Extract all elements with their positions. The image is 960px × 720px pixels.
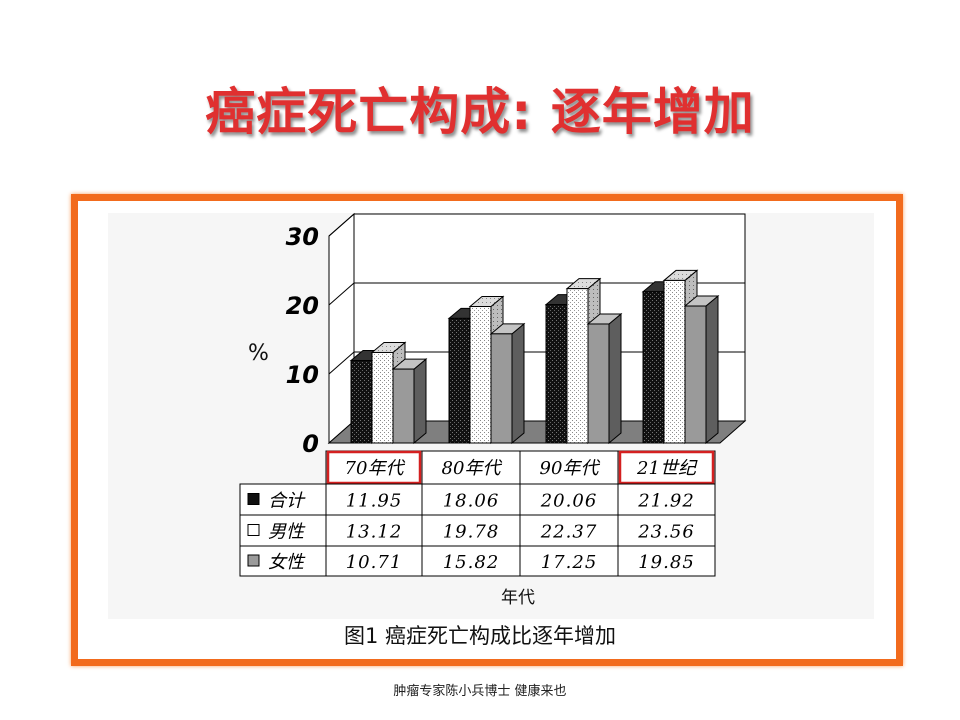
bar-女性 [392,368,415,444]
bar-合计 [642,291,665,444]
y-tick-label: 0 [302,430,319,458]
table-cell [519,545,619,577]
bar-男性 [371,351,394,444]
slide-footer: 肿瘤专家陈小兵博士 健康来也 [393,684,567,699]
data-label: 15.82 [443,552,500,573]
data-label: 19.85 [638,552,695,573]
category-cell [617,450,716,485]
gridline [328,282,745,306]
category-label: 80年代 [442,458,503,479]
bar-合计 [350,360,373,444]
y-tick-label: 20 [286,292,319,320]
bar-合计 [545,304,568,444]
data-label: 22.37 [540,522,598,543]
data-label: 18.06 [443,491,500,512]
bar-男性 [566,288,589,444]
category-label: 21世纪 [636,458,698,479]
table-cell [617,545,716,577]
bar-男性 [663,279,686,444]
y-tick-label: 10 [286,361,319,389]
bar-side [608,312,622,445]
data-label: 10.71 [346,552,403,573]
data-label: 13.12 [346,522,403,543]
left-wall [328,212,355,445]
category-highlight-box [326,450,422,485]
gridline [328,213,745,237]
data-label: 21.92 [637,491,695,512]
bar-side [511,322,525,445]
figure-caption: 图1 癌症死亡构成比逐年增加 [343,624,617,648]
legend-swatch [247,554,260,567]
legend-swatch [247,493,260,505]
slide-title: 癌症死亡构成: 逐年增加 [205,83,755,141]
table-cell [617,514,716,547]
bar-女性 [587,323,610,444]
y-tick-label: 30 [286,223,319,251]
category-label: 70年代 [345,458,406,479]
table-cell [421,483,521,516]
table-cell [421,545,521,577]
y-axis-label: % [248,341,269,366]
bar-side [413,358,427,445]
bar-side [705,294,719,445]
legend-label: 合计 [268,491,306,512]
table-cell [519,514,619,547]
table-cell [617,483,716,516]
legend-swatch [247,524,260,536]
category-highlight-box [618,450,715,485]
data-label: 19.78 [443,522,500,543]
category-cell [519,450,619,485]
data-label: 11.95 [346,491,403,512]
table-cell [421,514,521,547]
legend-label: 女性 [268,552,306,573]
data-label: 23.56 [637,522,695,543]
data-label: 20.06 [540,491,598,512]
bar-男性 [469,306,492,444]
bar-女性 [490,333,513,444]
category-label: 90年代 [540,458,601,479]
table-cell [325,545,423,577]
bar-合计 [448,317,471,444]
data-label: 17.25 [541,552,598,573]
x-axis-label: 年代 [501,588,535,608]
legend-label: 男性 [268,522,306,543]
category-cell [421,450,521,485]
bar-女性 [684,305,707,444]
